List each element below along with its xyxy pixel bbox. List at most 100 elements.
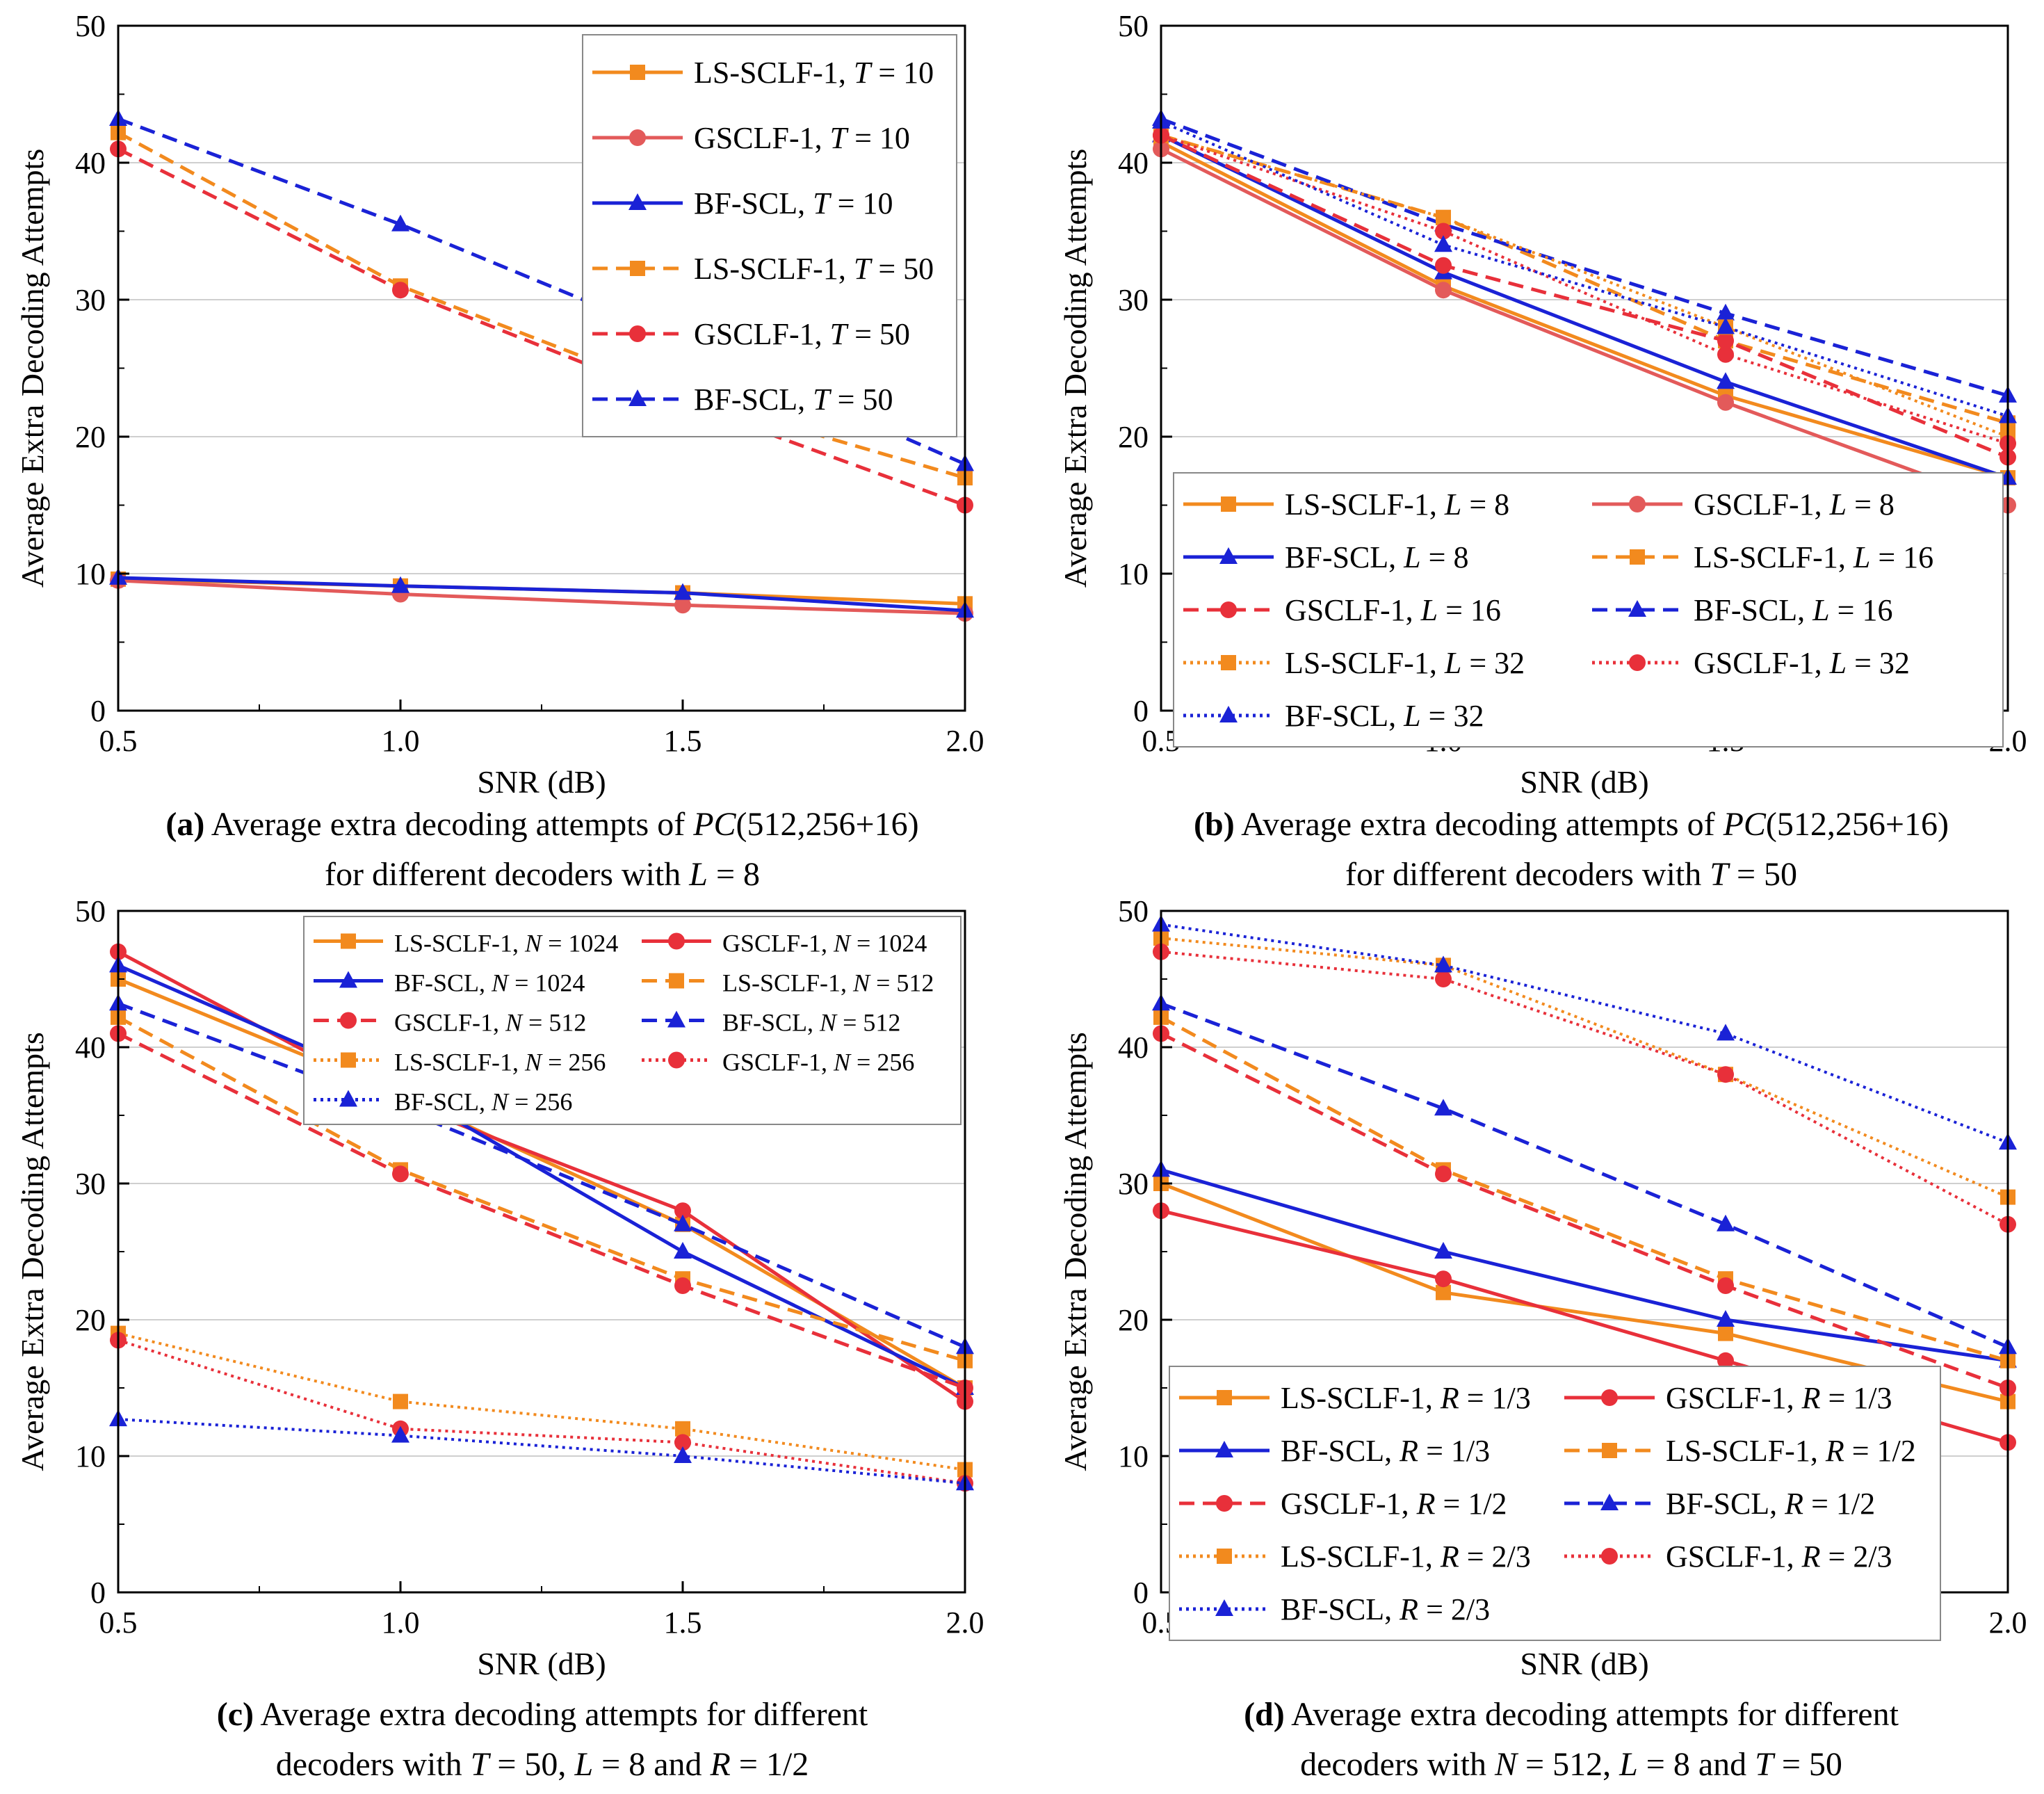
- series-line-bf-dotted: [1160, 120, 2009, 418]
- legend-equals: =: [1461, 646, 1494, 680]
- legend-label: GSCLF-1, T = 10: [694, 121, 910, 155]
- legend-label: LS-SCLF-1, L = 32: [1285, 646, 1525, 680]
- legend-label: BF-SCL, N = 512: [722, 1009, 900, 1037]
- legend-item: BF-SCL, L = 8: [1183, 540, 1468, 574]
- series-line-gs-solid: [1160, 147, 2009, 507]
- legend-label: GSCLF-1, L = 16: [1285, 593, 1501, 627]
- legend: LS-SCLF-1, L = 8 GSCLF-1, L = 8BF-SCL, L …: [1173, 472, 2004, 748]
- x-tick-label: 0.5: [99, 724, 138, 758]
- y-axis-label: Average Extra Decoding Attempts: [1057, 1032, 1093, 1471]
- legend-value: 1024: [568, 930, 618, 957]
- legend-equals: =: [1435, 1487, 1468, 1521]
- legend-value: 512: [896, 969, 934, 997]
- legend-marker: [630, 65, 645, 80]
- legend-value: 50: [879, 317, 910, 351]
- legend-marker: [630, 261, 645, 276]
- legend-value: 50: [862, 382, 893, 417]
- legend-marker: [341, 1052, 356, 1068]
- legend-label: GSCLF-1, N = 512: [394, 1009, 586, 1037]
- data-point: [391, 214, 409, 232]
- legend-series-name: BF-SCL,: [1285, 699, 1404, 733]
- legend-item: LS-SCLF-1, N = 512: [642, 969, 934, 997]
- legend-series-name: LS-SCLF-1,: [1281, 1381, 1441, 1415]
- legend-equals: =: [850, 1049, 877, 1076]
- data-point: [1718, 1325, 1733, 1341]
- y-axis: 0 10 20 30 40 50 Average Extra Decoding Attemp…: [15, 894, 129, 1610]
- legend-label: BF-SCL, T = 10: [694, 186, 893, 220]
- legend-marker: [340, 1012, 357, 1029]
- legend-marker: [1629, 496, 1646, 512]
- y-tick-label: 0: [1133, 694, 1149, 728]
- legend-label: BF-SCL, N = 256: [394, 1088, 572, 1116]
- series-line-bf-dotted: [1160, 923, 2009, 1145]
- x-tick-label: 2.0: [946, 1606, 984, 1640]
- series-line-bf-solid: [1160, 1167, 2009, 1363]
- legend-series-name: GSCLF-1,: [1666, 1381, 1802, 1415]
- series-line-gs-dashed: [1160, 134, 2009, 459]
- legend-param: T: [830, 121, 850, 155]
- data-point: [391, 1425, 409, 1443]
- legend-equals: =: [1847, 487, 1879, 522]
- legend-value: 50: [903, 252, 934, 286]
- legend-param: R: [1399, 1434, 1418, 1468]
- legend-value: 256: [568, 1049, 606, 1076]
- legend-label: GSCLF-1, L = 32: [1694, 646, 1910, 680]
- legend-item: BF-SCL, T = 50: [592, 382, 893, 417]
- data-point: [674, 1242, 692, 1259]
- legend-equals: =: [1421, 540, 1454, 574]
- legend-param: N: [505, 1009, 524, 1037]
- y-tick-label: 50: [1118, 894, 1149, 928]
- data-point: [392, 282, 409, 299]
- y-tick-label: 30: [75, 283, 106, 317]
- legend-value: 8: [1453, 540, 1468, 574]
- data-point: [1717, 372, 1735, 389]
- legend-box: [582, 34, 957, 437]
- legend-value: 2/3: [1853, 1540, 1892, 1574]
- legend-value: 2/3: [1451, 1592, 1490, 1626]
- legend-label: GSCLF-1, R = 1/2: [1281, 1487, 1507, 1521]
- y-tick-label: 20: [75, 1303, 106, 1337]
- x-axis-label: SNR (dB): [1520, 764, 1648, 800]
- legend-item: BF-SCL, R = 1/3: [1179, 1434, 1490, 1468]
- chart-c: 0.5 1.0 1.5 2.0 SNR (dB) 0 10 20 30 40 50 Average E…: [15, 894, 984, 1681]
- legend-item: BF-SCL, R = 1/2: [1564, 1487, 1875, 1521]
- legend-value: 1024: [535, 969, 585, 997]
- legend-marker: [1217, 1390, 1232, 1405]
- legend-marker: [668, 932, 685, 950]
- legend-value: 1/3: [1492, 1381, 1531, 1415]
- legend-value: 1/2: [1877, 1434, 1916, 1468]
- legend-item: GSCLF-1, L = 16: [1183, 593, 1501, 627]
- x-axis: 0.5 1.0 1.5 2.0 SNR (dB): [99, 1581, 984, 1681]
- legend-equals: =: [1459, 1540, 1492, 1574]
- data-point: [1717, 1066, 1734, 1083]
- data-point: [1435, 282, 1452, 299]
- legend-series-name: LS-SCLF-1,: [394, 930, 525, 957]
- legend-equals: =: [1459, 1381, 1492, 1415]
- legend-value: 1/2: [1468, 1487, 1507, 1521]
- panel-c: 0.5 1.0 1.5 2.0 SNR (dB) 0 10 20 30 40 50 Average E…: [0, 894, 1022, 1794]
- series-line-gs-dotted: [117, 1339, 966, 1485]
- legend-marker: [629, 325, 646, 342]
- legend-series-name: LS-SCLF-1,: [1281, 1540, 1441, 1574]
- y-tick-label: 0: [90, 1576, 106, 1610]
- legend-label: GSCLF-1, T = 50: [694, 317, 910, 351]
- legend-item: BF-SCL, T = 10: [592, 186, 893, 220]
- legend-marker: [1219, 706, 1238, 722]
- legend-equals: =: [847, 121, 879, 155]
- series-line-ls-dashed: [117, 1015, 966, 1363]
- legend-label: GSCLF-1, L = 8: [1694, 487, 1895, 522]
- legend-marker: [1217, 1549, 1232, 1564]
- legend-marker: [341, 933, 356, 949]
- legend-item: GSCLF-1, N = 512: [314, 1009, 586, 1037]
- legend-box: [303, 916, 962, 1125]
- x-tick-label: 2.0: [1989, 1606, 2027, 1640]
- series-line-gs-dashed: [1160, 1032, 2009, 1390]
- legend-param: N: [819, 1009, 838, 1037]
- legend-series-name: BF-SCL,: [394, 969, 492, 997]
- y-tick-label: 20: [1118, 420, 1149, 454]
- legend-param: R: [1399, 1592, 1418, 1626]
- legend-item: GSCLF-1, T = 50: [592, 317, 910, 351]
- legend-marker: [1219, 547, 1238, 564]
- legend-series-name: GSCLF-1,: [694, 317, 830, 351]
- data-point: [1435, 971, 1452, 987]
